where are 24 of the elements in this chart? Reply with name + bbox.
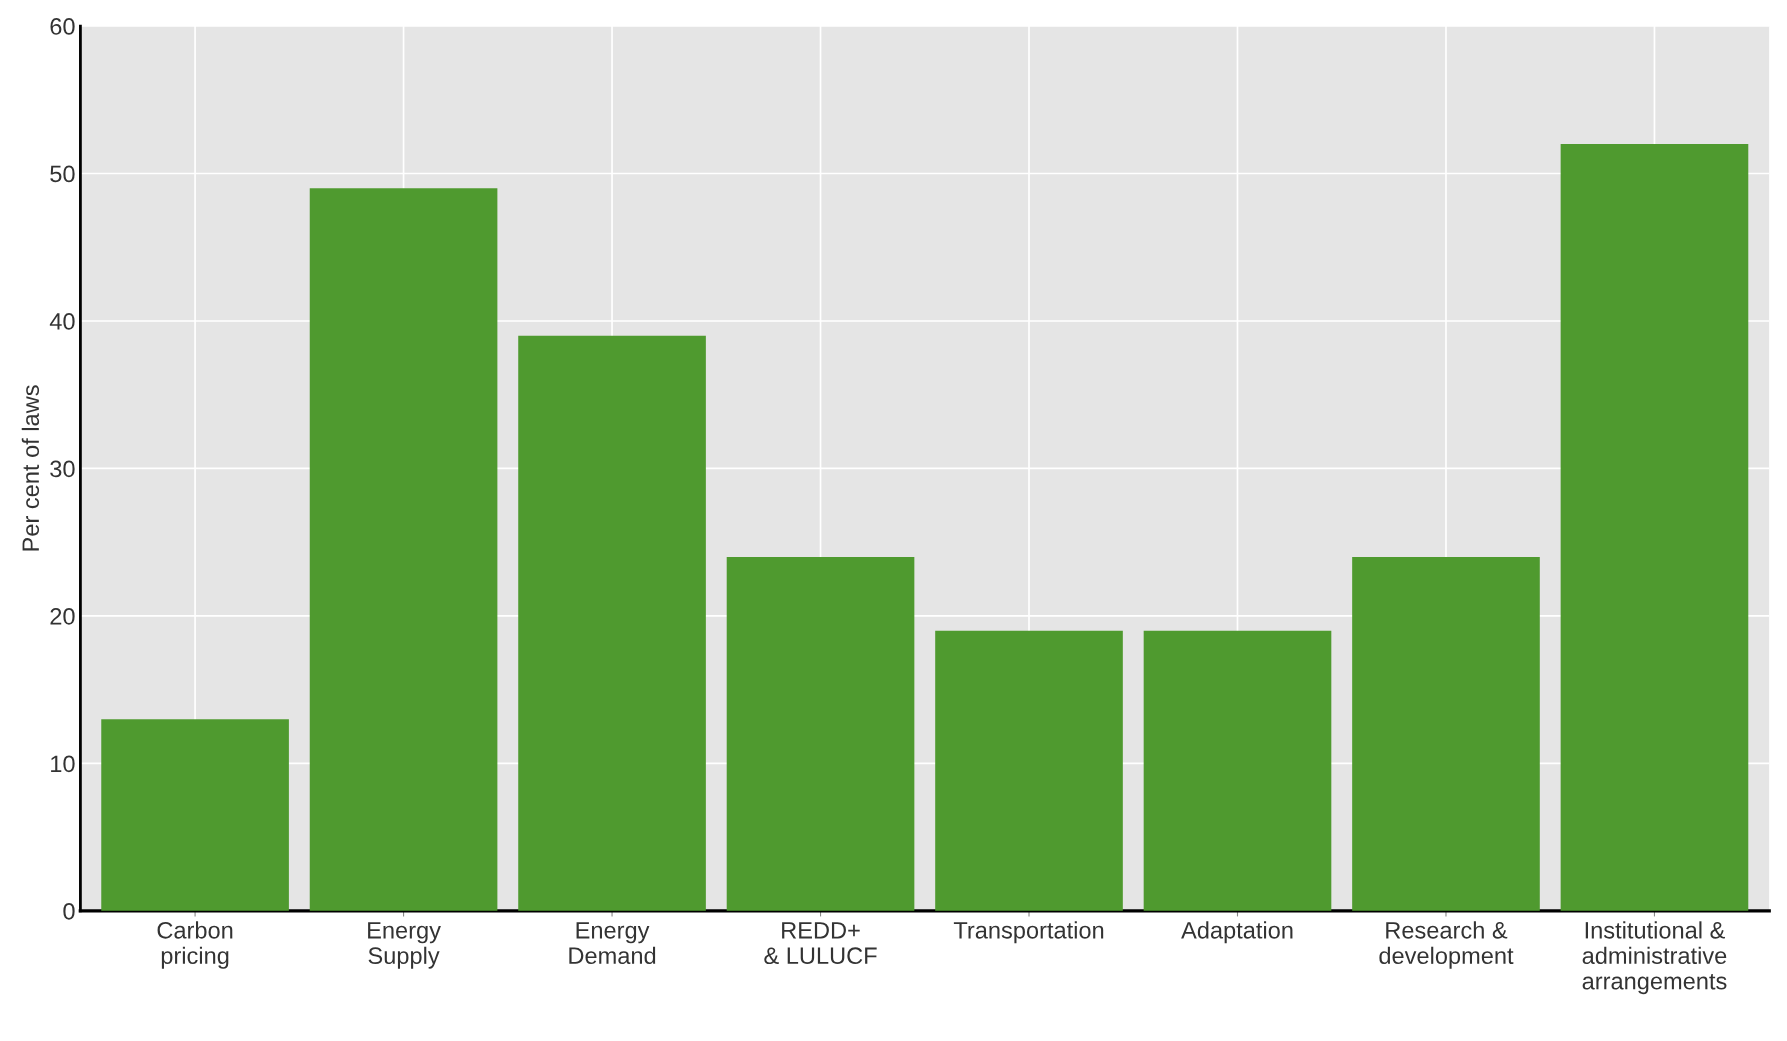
- bar: [1560, 144, 1749, 911]
- y-tick-label: 10: [51, 755, 75, 773]
- bar: [101, 719, 289, 911]
- bar: [1352, 556, 1540, 911]
- y-axis-title: Per cent of laws: [21, 385, 40, 551]
- x-tick-label: Carbon pricing: [157, 921, 233, 969]
- y-tick-label: 40: [49, 313, 75, 330]
- x-tick-label: Energy Supply: [368, 922, 441, 969]
- bar: [1143, 630, 1332, 911]
- x-tick-label: Adaptation: [1181, 921, 1293, 944]
- x-tick-label: REDD+ & LULUCF: [764, 922, 877, 965]
- y-tick-label: 60: [50, 18, 75, 35]
- x-tick-label: Institutional & administrative arrangements: [1582, 921, 1727, 995]
- x-tick-label: Transportation: [953, 921, 1104, 944]
- bar: [935, 630, 1123, 911]
- bar: [518, 335, 706, 911]
- bar: [309, 188, 498, 911]
- bar: [726, 556, 915, 911]
- y-tick-label: 20: [50, 607, 75, 625]
- y-tick-label: 30: [50, 460, 75, 478]
- x-tick-label: Energy Demand: [569, 922, 656, 965]
- y-tick-label: 0: [63, 902, 75, 920]
- y-tick-label: 50: [50, 165, 75, 183]
- x-tick-label: Research & development: [1379, 921, 1514, 969]
